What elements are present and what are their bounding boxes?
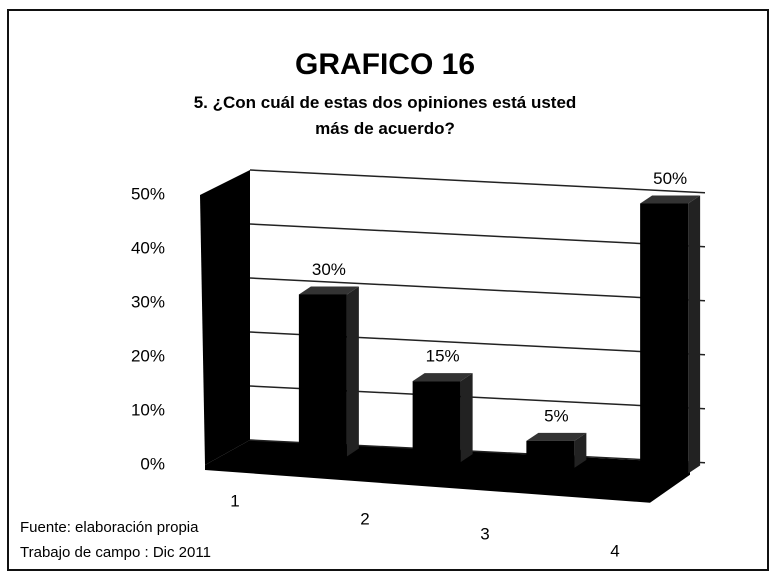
bar <box>526 440 575 468</box>
data-label: 30% <box>312 260 346 279</box>
y-tick-label: 50% <box>131 184 165 203</box>
grid-line <box>249 277 706 302</box>
y-tick-label: 30% <box>131 292 165 311</box>
x-tick-label: 2 <box>360 509 369 528</box>
bar-side <box>346 286 359 457</box>
frame <box>7 9 769 571</box>
chart-subtitle: 5. ¿Con cuál de estas dos opiniones está… <box>193 93 577 138</box>
grid-line <box>249 169 706 194</box>
chart-title: GRAFICO 16 <box>294 48 476 81</box>
titles: GRAFICO 16 5. ¿Con cuál de estas dos opi… <box>150 48 620 142</box>
bar <box>298 294 347 457</box>
bar-side <box>688 195 701 474</box>
y-tick-label: 40% <box>131 238 165 257</box>
bar <box>412 381 461 463</box>
side-wall <box>200 170 250 465</box>
y-tick-label: 20% <box>131 346 165 365</box>
bar-top <box>640 195 701 204</box>
bar <box>640 203 689 474</box>
bar-top <box>412 373 473 382</box>
data-label: 15% <box>426 347 460 366</box>
x-tick-label: 1 <box>230 491 239 510</box>
y-tick-label: 0% <box>140 454 165 473</box>
note: Trabajo de campo : Dic 2011 <box>20 544 211 561</box>
data-label: 5% <box>544 406 569 425</box>
data-label: 50% <box>653 169 687 188</box>
x-tick-label: 3 <box>480 524 489 543</box>
x-tick-label: 4 <box>610 541 619 560</box>
note: Fuente: elaboración propia <box>20 519 199 536</box>
bar-side <box>574 432 587 468</box>
bar-top <box>298 286 359 295</box>
bar-side <box>460 373 473 463</box>
y-tick-label: 10% <box>131 400 165 419</box>
bar-top <box>526 432 587 441</box>
grid-line <box>249 223 706 248</box>
